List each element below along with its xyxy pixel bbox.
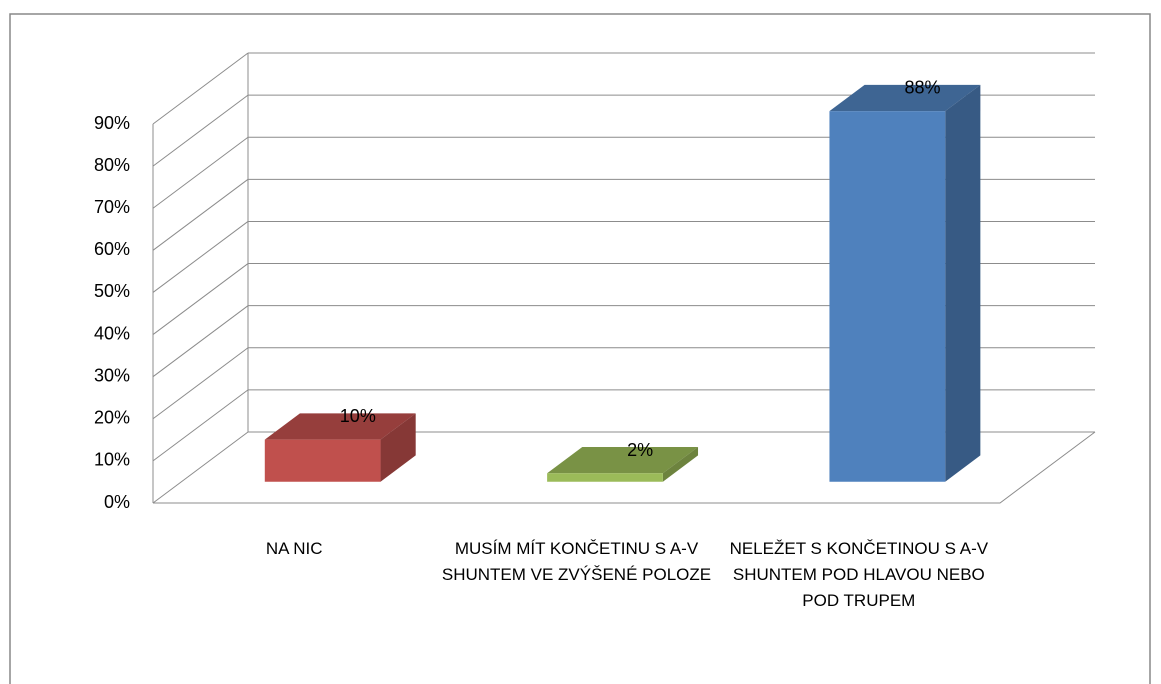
y-tick-label: 20% [94, 408, 130, 428]
grid-line [152, 347, 249, 420]
y-tick-label: 90% [94, 113, 130, 133]
data-label: 88% [904, 78, 940, 98]
grid-line [152, 389, 249, 462]
bar-side [662, 447, 699, 482]
bar [829, 111, 946, 482]
y-tick-label: 70% [94, 197, 130, 217]
grid-line [152, 221, 249, 293]
x-tick-label: MUSÍM MÍT KONČETINU S A-V SHUNTEM VE ZVÝ… [441, 539, 712, 584]
y-tick-label: 80% [94, 155, 130, 175]
y-tick-label: 30% [94, 365, 130, 385]
data-label: 2% [627, 440, 653, 460]
grid-line [152, 263, 249, 335]
bar-top [829, 84, 981, 112]
grid-line [152, 52, 249, 125]
grid-line [152, 94, 249, 167]
y-tick-label: 40% [94, 323, 130, 343]
bar-top [264, 413, 416, 440]
y-tick-label: 50% [94, 281, 130, 301]
bar [264, 439, 381, 482]
bar-side [380, 413, 416, 482]
x-tick-label: NA NIC [265, 539, 323, 558]
grid-line [152, 431, 249, 504]
grid-line [152, 136, 249, 209]
bar [547, 473, 663, 482]
y-tick-label: 0% [104, 492, 130, 512]
chart-border [9, 13, 1151, 684]
y-tick-label: 10% [94, 450, 130, 470]
data-label: 10% [340, 406, 376, 426]
bar-side [945, 84, 981, 482]
bar-top [547, 447, 699, 474]
floor [153, 431, 1096, 504]
grid-line [152, 178, 249, 251]
grid-line [152, 305, 249, 378]
y-tick-label: 60% [94, 239, 130, 259]
x-tick-label: NELEŽET S KONČETINOU S A-V SHUNTEM POD H… [729, 539, 989, 610]
